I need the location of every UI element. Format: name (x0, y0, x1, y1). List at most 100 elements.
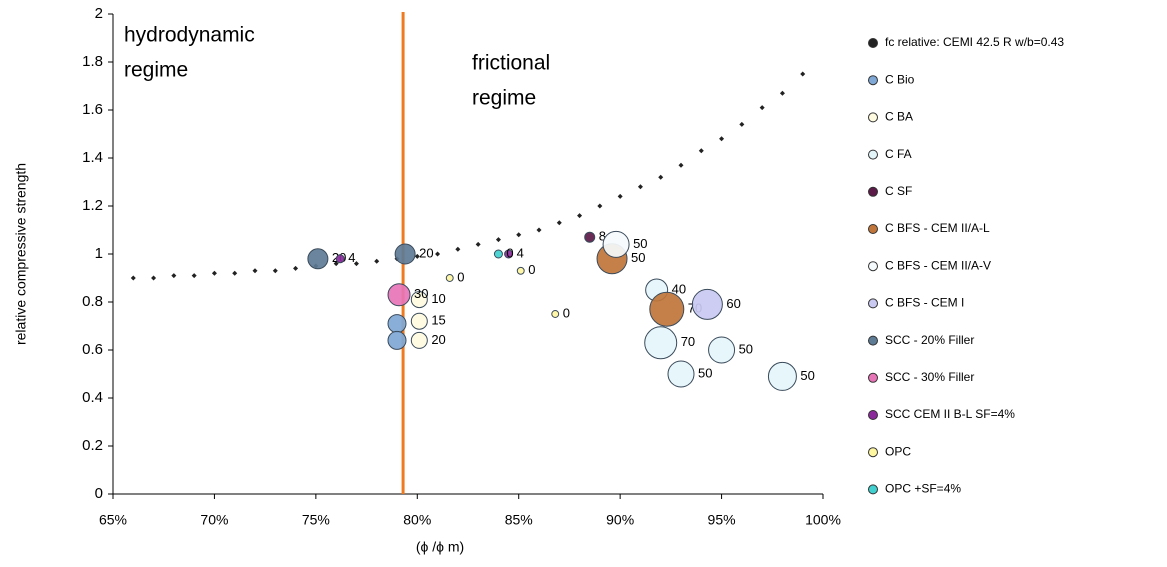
bubble (691, 288, 723, 320)
legend-marker (868, 298, 878, 309)
bubble-label: 15 (431, 313, 445, 328)
legend-marker (868, 149, 878, 160)
legend-marker (868, 447, 878, 458)
trend-point (617, 193, 623, 199)
y-tick-label: 1.2 (82, 197, 103, 214)
legend-label: C BA (885, 110, 913, 124)
trend-point (475, 241, 481, 247)
trend-point (293, 265, 299, 271)
y-tick-label: 0.6 (82, 341, 103, 358)
bubble-label: 8 (599, 229, 606, 244)
bubble-label: 4 (517, 245, 524, 260)
legend-label: C BFS - CEM II/A-V (885, 258, 991, 272)
bubble (410, 312, 428, 330)
bubble (387, 283, 411, 307)
y-tick-label: 2 (95, 5, 103, 22)
bubble (708, 336, 736, 364)
bubble (493, 249, 503, 259)
x-tick-label: 85% (505, 512, 533, 528)
trend-point (678, 162, 684, 168)
bubble-label: 50 (739, 341, 753, 356)
bubble-label: 0 (563, 305, 570, 320)
legend-label: fc relative: CEMI 42.5 R w/b=0.43 (885, 35, 1064, 49)
y-tick-label: 1.4 (82, 149, 103, 166)
bubble-label: 50 (633, 236, 647, 251)
bubble (410, 331, 428, 349)
y-tick-label: 0.4 (82, 389, 103, 406)
trend-point (516, 232, 522, 238)
bubble-label: 10 (431, 291, 445, 306)
trend-point (333, 261, 339, 267)
bubble (307, 248, 329, 270)
x-tick-label: 95% (708, 512, 736, 528)
legend-marker (868, 224, 878, 234)
legend-marker (868, 186, 878, 197)
y-tick-label: 1.6 (82, 101, 103, 118)
legend-marker (868, 75, 878, 86)
legend-label: C FA (885, 147, 912, 161)
legend-marker (868, 372, 878, 383)
legend-label: C Bio (885, 72, 915, 86)
bubble-label: 20 (419, 245, 433, 260)
bubble (410, 291, 428, 309)
bubble (387, 330, 407, 350)
bubble (394, 243, 416, 265)
trend-point (800, 71, 806, 77)
legend-label: SCC CEM II B-L SF=4% (885, 407, 1015, 421)
bubble (767, 361, 797, 391)
bubble (551, 310, 560, 318)
trend-point (130, 275, 136, 281)
trend-point (435, 251, 441, 257)
trend-point (698, 148, 704, 154)
x-tick-label: 80% (403, 512, 431, 528)
bubble-label: 0 (528, 262, 535, 277)
annotation: regime (124, 59, 188, 82)
legend-marker (868, 335, 878, 346)
trend-point (739, 121, 745, 127)
legend-label: SCC - 30% Filler (885, 370, 974, 384)
x-tick-label: 90% (606, 512, 634, 528)
y-tick-label: 0 (95, 485, 103, 502)
bubble (602, 230, 630, 258)
trend-point (414, 253, 420, 259)
bubble-label: 50 (800, 368, 814, 383)
legend-label: OPC +SF=4% (885, 482, 961, 496)
bubble-label: 60 (726, 296, 740, 311)
x-tick-label: 100% (805, 512, 841, 528)
legend-label: C BFS - CEM II/A-L (885, 221, 990, 235)
legend-marker (868, 410, 878, 420)
trend-point (211, 270, 217, 276)
annotation: regime (472, 87, 536, 110)
trend-point (252, 268, 258, 274)
legend-marker (868, 261, 878, 272)
bubble-label: 0 (506, 245, 513, 260)
annotation: frictional (472, 52, 550, 75)
trend-point (171, 273, 177, 279)
x-tick-label: 70% (200, 512, 228, 528)
bubble (516, 266, 525, 275)
x-tick-label: 65% (99, 512, 127, 528)
x-axis-label: (ϕ /ϕ m) (416, 539, 464, 555)
trend-point (597, 203, 603, 209)
bubble (667, 360, 695, 388)
legend-marker (868, 38, 878, 48)
bubble (335, 254, 345, 264)
bubble-label: 50 (698, 365, 712, 380)
bubble-label: 20 (431, 332, 445, 347)
legend-marker (868, 484, 878, 495)
trend-point (556, 220, 562, 226)
y-axis-label: relative compressive strength (13, 163, 29, 345)
y-tick-label: 0.8 (82, 293, 103, 310)
trend-point (719, 136, 725, 142)
bubble (504, 249, 514, 259)
legend-label: C SF (885, 184, 912, 198)
trend-point (151, 275, 157, 281)
trend-point (272, 268, 278, 274)
bubble (649, 291, 685, 327)
trend-point (536, 227, 542, 233)
trend-point (658, 174, 664, 180)
bubble-label: 4 (348, 250, 355, 265)
trend-point (637, 184, 643, 190)
bubble-label: 30 (414, 286, 428, 301)
